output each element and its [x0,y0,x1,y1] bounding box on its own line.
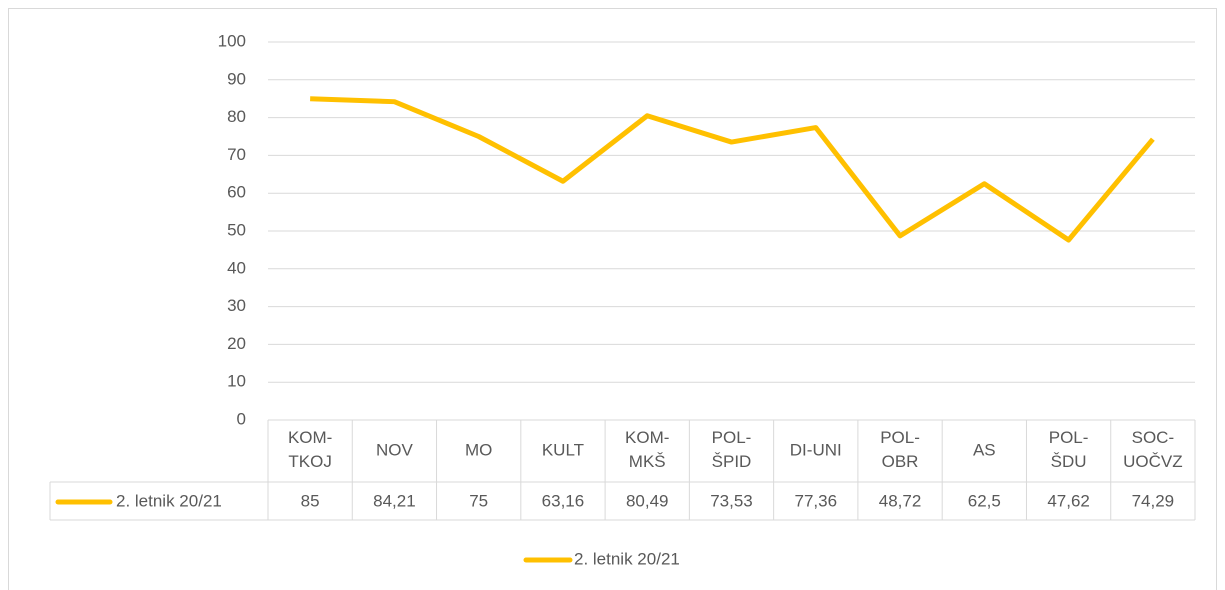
x-tick-label: SOC-UOČVZ [1123,428,1183,471]
data-table-value: 74,29 [1132,491,1175,510]
y-tick-label: 20 [227,334,246,353]
x-tick-label: DI-UNI [790,440,842,459]
y-tick-label: 0 [237,409,246,428]
legend-label: 2. letnik 20/21 [574,549,680,568]
y-tick-label: 40 [227,258,246,277]
x-tick-label: KOM-TKOJ [288,428,332,471]
x-tick-label: KOM-MKŠ [625,428,669,471]
data-table-value: 84,21 [373,491,416,510]
data-table-value: 47,62 [1047,491,1090,510]
x-tick-label: MO [465,440,492,459]
data-table-value: 62,5 [968,491,1001,510]
y-tick-label: 30 [227,296,246,315]
data-table-value: 85 [301,491,320,510]
data-table-value: 77,36 [794,491,837,510]
data-table-series-name: 2. letnik 20/21 [116,491,222,510]
data-table-value: 63,16 [542,491,585,510]
y-tick-label: 90 [227,69,246,88]
y-tick-label: 50 [227,220,246,239]
data-table-value: 75 [469,491,488,510]
data-table-value: 48,72 [879,491,922,510]
x-tick-label: NOV [376,440,414,459]
chart-border [8,8,1217,590]
data-table-value: 80,49 [626,491,669,510]
y-tick-label: 80 [227,107,246,126]
line-series [310,96,1155,243]
x-tick-label: POL-OBR [880,428,920,471]
y-tick-label: 70 [227,145,246,164]
y-tick-label: 10 [227,372,246,391]
x-tick-label: POL-ŠDU [1049,428,1089,471]
y-tick-label: 100 [218,31,246,50]
x-tick-label: KULT [542,440,584,459]
x-tick-label: POL-ŠPID [712,428,752,471]
data-table-value: 73,53 [710,491,753,510]
y-tick-label: 60 [227,183,246,202]
x-tick-label: AS [973,440,996,459]
